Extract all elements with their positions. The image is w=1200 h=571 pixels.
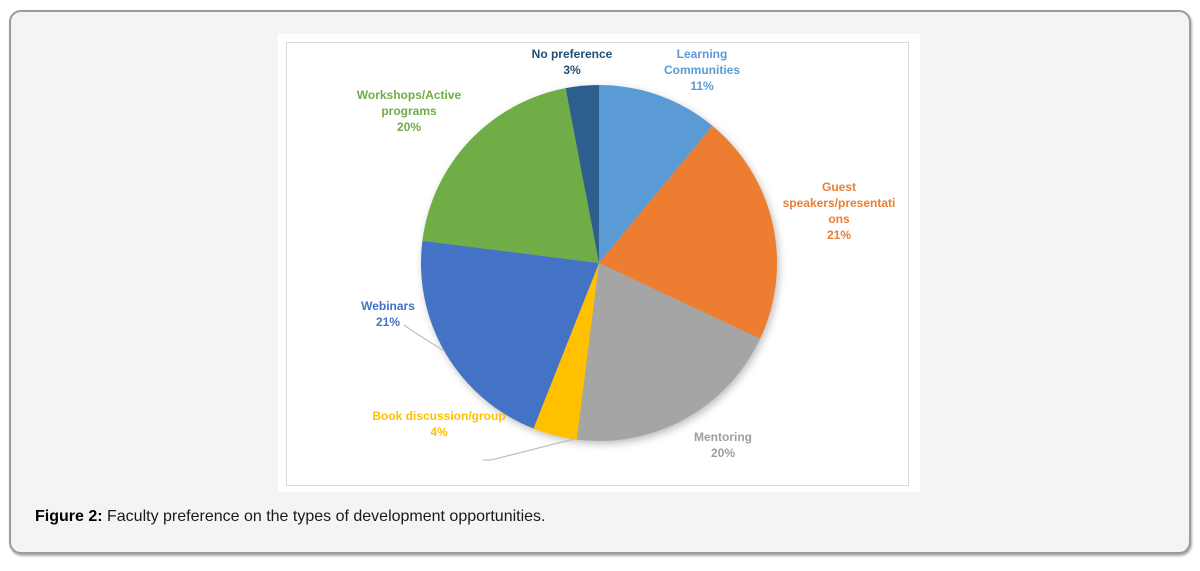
pie-slice-3 [533,263,599,440]
figure-caption-label: Figure 2: [35,508,103,525]
leader-line-webinars [403,324,445,352]
pie-slice-4 [420,240,599,429]
pie-label-book-discussion: Book discussion/group 4% [372,409,506,439]
pie-slice-1 [599,125,778,339]
leader-line-book-discussion [483,438,575,461]
pie-slice-6 [565,85,599,263]
chart-image: Learning Communities 11% Guest speakers/… [278,34,920,492]
pie-label-learning-communities: Learning Communities 11% [663,47,741,93]
pie-chart [403,85,778,461]
pie-slices [420,85,778,442]
pie-slice-2 [576,263,761,442]
pie-label-guest-speakers: Guest speakers/presentati ons 21% [782,180,896,242]
figure-caption: Figure 2: Faculty preference on the type… [35,508,546,526]
pie-label-mentoring: Mentoring 20% [694,430,752,460]
pie-label-workshops: Workshops/Active programs 20% [356,88,462,134]
pie-label-webinars: Webinars 21% [361,299,415,329]
pie-chart-panel: Learning Communities 11% Guest speakers/… [286,42,909,486]
figure-card: Learning Communities 11% Guest speakers/… [9,10,1191,554]
pie-label-no-preference: No preference 3% [531,47,613,77]
pie-slice-0 [599,85,713,263]
pie-slice-5 [422,88,599,264]
figure-caption-text: Faculty preference on the types of devel… [102,508,546,525]
